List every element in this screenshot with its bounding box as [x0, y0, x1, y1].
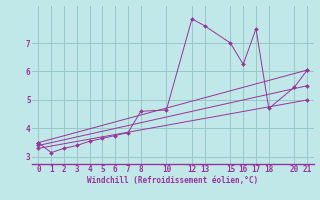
X-axis label: Windchill (Refroidissement éolien,°C): Windchill (Refroidissement éolien,°C) [87, 176, 258, 185]
